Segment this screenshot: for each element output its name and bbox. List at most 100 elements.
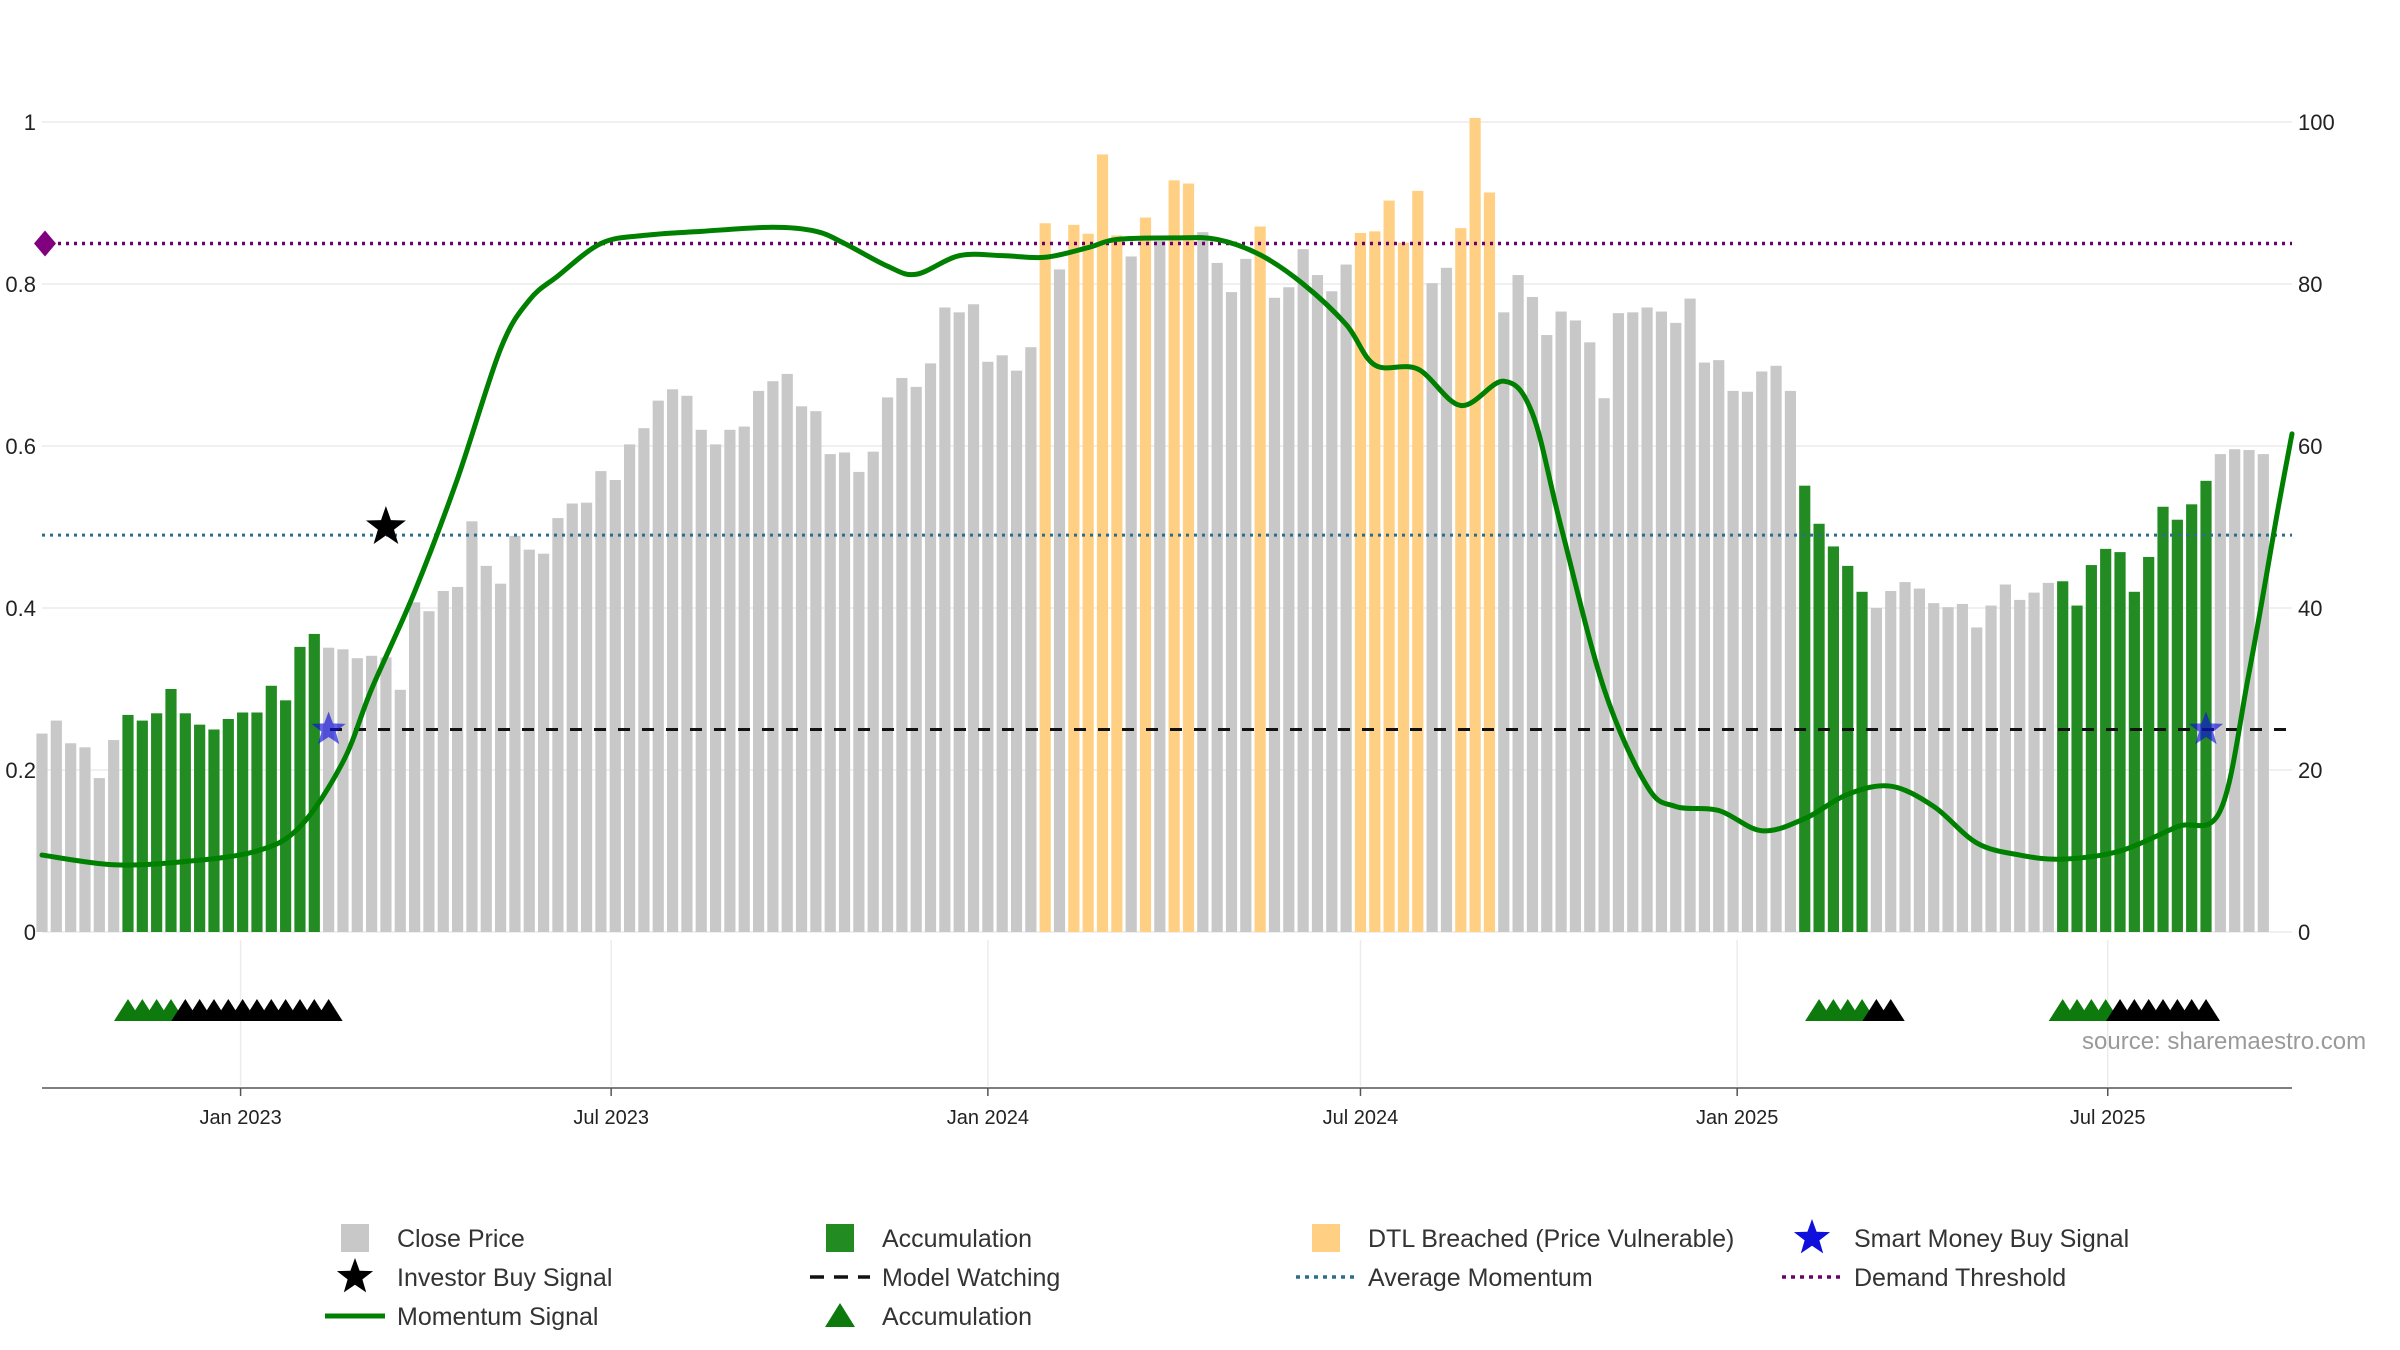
price-bar [1541,335,1553,932]
price-bar [1383,200,1395,932]
legend-label: DTL Breached (Price Vulnerable) [1368,1225,1734,1253]
y-right-tick-label: 60 [2298,434,2322,459]
price-bar [237,712,249,932]
price-bar [666,389,679,932]
price-bar [136,720,148,932]
price-bar [781,373,793,932]
legend-triangle-icon [825,1303,855,1327]
price-bar [2200,480,2212,932]
price-bar [480,565,492,932]
price-bar [566,503,578,932]
price-bar [1741,391,1754,933]
legend-label: Smart Money Buy Signal [1854,1225,2129,1253]
price-bar [509,535,521,932]
legend-item-accumulation: Accumulation [826,1224,1032,1253]
price-bar [1842,565,1854,932]
legend-item-demand: Demand Threshold [1782,1264,2066,1292]
signal-markers [311,506,2224,745]
accumulation-triangle-marker [1876,999,1905,1021]
legend-label: Accumulation [882,1225,1032,1253]
accumulation-triangle-marker [314,999,343,1021]
price-bar [623,444,636,932]
legend-label: Close Price [397,1225,525,1253]
price-bar [1211,262,1223,932]
price-bar [1526,296,1539,933]
price-bar [1182,183,1195,932]
y-right-tick-label: 0 [2298,920,2310,945]
price-bar [79,747,91,932]
price-bar [724,429,736,932]
price-bar [652,400,664,932]
legend-label: Average Momentum [1368,1264,1593,1292]
price-bar [2257,454,2269,932]
price-bar [1971,627,1983,932]
price-bar [1827,546,1839,932]
price-bar [1999,584,2011,932]
legend-swatch [1312,1224,1340,1252]
price-bar [1655,311,1668,932]
price-bar [165,689,177,932]
price-bar [1254,226,1266,933]
legend-label: Accumulation [882,1303,1032,1331]
price-bar [1283,287,1295,932]
price-bar [1440,267,1453,932]
legend-item-avg: Average Momentum [1296,1264,1593,1292]
legend-label: Momentum Signal [397,1303,598,1331]
legend-label: Model Watching [882,1264,1060,1292]
price-bar [409,602,421,932]
price-bar [538,553,550,932]
price-bar [1713,360,1725,932]
price-bar [867,451,879,932]
price-bar [1784,390,1796,932]
price-bar [1168,180,1180,932]
y-left-tick-label: 0 [24,920,36,945]
price-bar [810,411,822,932]
legend-item-investor: Investor Buy Signal [336,1258,612,1293]
price-bar [2128,591,2140,932]
price-bar [709,444,722,932]
price-bar [982,361,994,932]
price-bar [1598,398,1610,933]
price-bar [1498,312,1510,933]
price-bar [896,377,908,933]
price-bar [1311,275,1324,933]
price-bar [1354,232,1367,933]
price-bar [1885,590,1897,932]
price-bar [595,471,607,932]
price-bar [2071,605,2083,932]
price-bar [452,586,464,932]
price-bar [265,685,277,932]
price-bar [251,712,263,932]
y-right-tick-label: 40 [2298,596,2322,621]
y-left-tick-label: 1 [24,110,36,135]
grid [42,121,2292,1086]
price-bar [194,724,206,932]
price-bar [437,590,449,932]
legend-swatch [341,1224,369,1252]
legend-item-acc_marker: Accumulation [825,1303,1032,1331]
price-bar [552,518,564,932]
price-bar [208,729,220,932]
price-bar [1899,582,1911,932]
x-tick-label: Jan 2023 [199,1107,281,1129]
legend-item-watch: Model Watching [810,1264,1060,1292]
source-label: source: sharemaestro.com [2082,1028,2366,1055]
price-bar [752,390,765,932]
price-bar [609,480,621,932]
price-bar [1813,523,1825,932]
legend-item-dtl: DTL Breached (Price Vulnerable) [1312,1224,1734,1253]
price-bar [1268,297,1281,932]
x-tick-label: Jul 2024 [1323,1107,1399,1129]
price-bar [2186,504,2198,932]
y-left-tick-label: 0.2 [5,758,36,783]
x-tick-label: Jul 2025 [2070,1107,2146,1129]
y-right-tick-label: 20 [2298,758,2322,783]
price-bar [2157,506,2169,932]
x-tick-label: Jul 2023 [573,1107,649,1129]
price-bar [1039,223,1051,932]
price-bar [1483,192,1496,933]
price-bar [2100,548,2112,932]
price-bar [308,633,320,932]
axes: 0 0.2 0.4 0.6 0.8 1 0 20 40 60 80 100 Jan 2023 Jul 20… [5,110,2334,1129]
price-bar [2114,552,2126,932]
